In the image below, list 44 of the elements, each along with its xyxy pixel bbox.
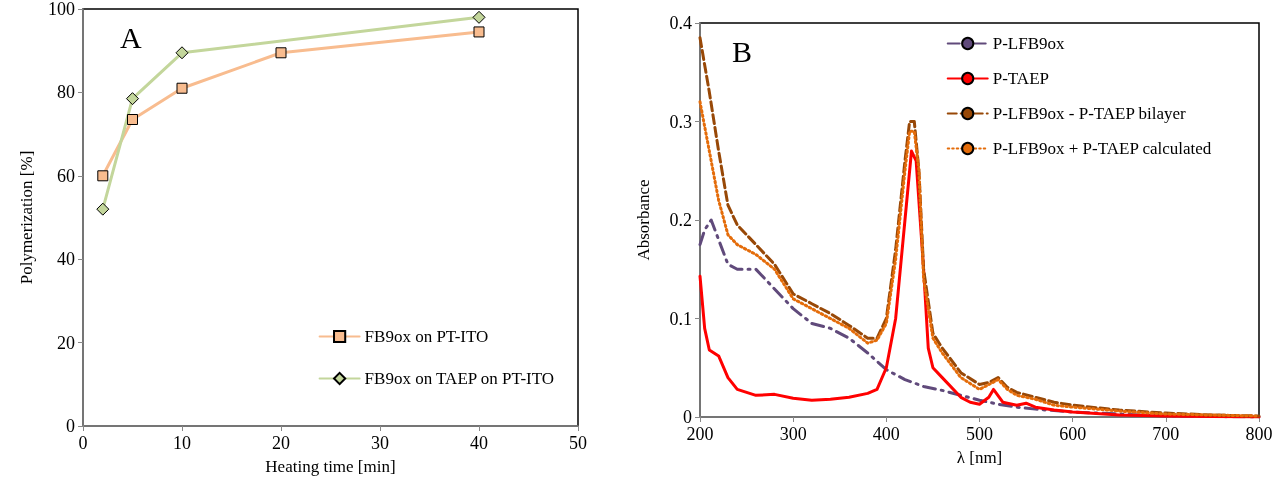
y-tick-label: 0.2 [669, 210, 692, 230]
y-tick-label: 0.1 [669, 308, 692, 329]
legend-label: P-LFB9ox [992, 34, 1066, 53]
annotation: B [732, 34, 753, 68]
x-axis-title: λ [nm] [956, 448, 1003, 467]
legend-label: P-LFB9ox + P-TAEP calculated [992, 139, 1212, 158]
y-tick-label: 60 [57, 165, 75, 186]
y-tick-label: 0.4 [669, 13, 692, 33]
x-tick-label: 400 [872, 424, 900, 444]
x-tick-label: 200 [686, 424, 714, 444]
x-tick-label: 30 [371, 433, 389, 453]
x-axis-title: Heating time [min] [265, 457, 396, 476]
y-axis-title: Polymerization [%] [17, 150, 36, 285]
y-tick-label: 100 [48, 0, 75, 19]
point [472, 10, 486, 24]
point [96, 202, 110, 216]
point [473, 26, 485, 38]
point [175, 46, 189, 60]
y-axis-title: Absorbance [634, 179, 653, 261]
y-tick-label: 80 [57, 82, 75, 103]
point [176, 82, 188, 94]
point [127, 114, 138, 125]
x-tick-label: 300 [779, 424, 807, 444]
legend-label: FB9ox on TAEP on PT-ITO [364, 369, 555, 388]
legend-label: P-TAEP [992, 69, 1049, 88]
point [97, 170, 109, 182]
y-tick-label: 20 [57, 332, 75, 353]
y-tick-label: 0.3 [669, 111, 692, 132]
legend-label: P-LFB9ox - P-TAEP bilayer [992, 104, 1187, 123]
x-tick-label: 700 [1152, 424, 1180, 444]
point [275, 47, 287, 59]
y-tick-label: 40 [57, 249, 75, 270]
x-tick-label: 20 [272, 433, 290, 453]
annotation: A [120, 20, 142, 54]
x-tick-label: 800 [1245, 424, 1273, 444]
x-tick-label: 600 [1059, 424, 1087, 444]
point [126, 92, 139, 106]
x-tick-label: 0 [78, 433, 88, 453]
x-tick-label: 40 [470, 433, 488, 453]
x-tick-label: 500 [966, 424, 993, 444]
x-tick-label: 10 [173, 433, 191, 453]
x-tick-label: 50 [569, 433, 587, 453]
legend-label: FB9ox on PT-ITO [364, 327, 489, 346]
y-tick-label: 0 [683, 407, 692, 427]
